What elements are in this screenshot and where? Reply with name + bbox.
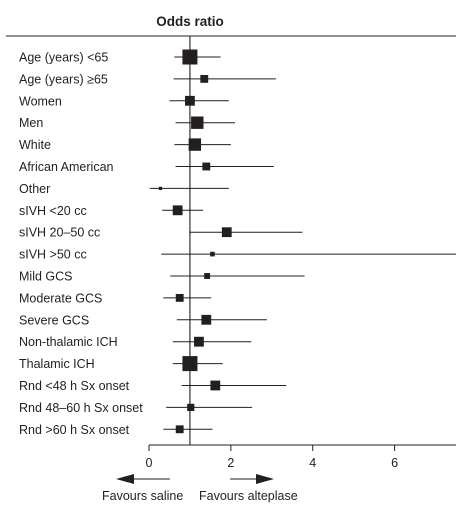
subgroup-row: African American — [19, 160, 274, 174]
point-estimate — [200, 74, 209, 83]
subgroup-row: Rnd 48–60 h Sx onset — [19, 401, 253, 415]
point-estimate — [210, 380, 221, 391]
point-estimate — [210, 251, 215, 257]
point-estimate — [158, 186, 163, 191]
subgroup-label: White — [19, 138, 51, 152]
subgroup-label: Severe GCS — [19, 313, 89, 327]
chart-title: Odds ratio — [156, 14, 224, 29]
point-estimate — [202, 162, 211, 171]
point-estimate — [172, 205, 183, 216]
favours-saline-label: Favours saline — [102, 489, 183, 503]
subgroup-label: Rnd 48–60 h Sx onset — [19, 401, 143, 415]
point-estimate — [191, 116, 204, 129]
subgroup-label: Mild GCS — [19, 270, 72, 284]
subgroup-label: Age (years) ≥65 — [19, 72, 108, 86]
subgroup-row: Rnd <48 h Sx onset — [19, 379, 287, 393]
point-estimate — [194, 336, 204, 347]
favours-right-arrowhead — [256, 474, 274, 484]
subgroup-row: Rnd >60 h Sx onset — [19, 423, 213, 437]
subgroup-row: Moderate GCS — [19, 291, 212, 305]
subgroup-row: Severe GCS — [19, 313, 267, 327]
point-estimate — [204, 273, 211, 279]
subgroup-row: Mild GCS — [19, 270, 305, 284]
subgroup-row: Thalamic ICH — [19, 356, 223, 372]
subgroup-label: Other — [19, 182, 50, 196]
subgroup-label: sIVH <20 cc — [19, 204, 87, 218]
point-estimate — [201, 314, 212, 325]
x-tick-label: 6 — [391, 456, 398, 470]
point-estimate — [175, 425, 184, 434]
point-estimate — [175, 293, 184, 302]
subgroup-row: sIVH 20–50 cc — [19, 226, 303, 240]
point-estimate — [187, 403, 195, 411]
point-estimate — [221, 227, 232, 238]
subgroup-row: Women — [19, 94, 229, 108]
subgroup-label: African American — [19, 160, 114, 174]
subgroup-label: Women — [19, 94, 62, 108]
subgroup-row: Men — [19, 116, 235, 130]
subgroup-label: Rnd <48 h Sx onset — [19, 379, 130, 393]
subgroup-label: Rnd >60 h Sx onset — [19, 423, 130, 437]
subgroup-label: Non-thalamic ICH — [19, 335, 118, 349]
subgroup-label: Age (years) <65 — [19, 51, 108, 65]
point-estimate — [188, 138, 202, 151]
subgroup-label: Men — [19, 116, 43, 130]
subgroup-row: Other — [19, 182, 229, 196]
favours-left-arrowhead — [116, 474, 134, 484]
subgroup-row: sIVH >50 cc — [19, 248, 456, 262]
subgroup-row: sIVH <20 cc — [19, 204, 204, 218]
subgroup-row: Age (years) ≥65 — [19, 72, 276, 86]
x-axis-ticks: 0 2 4 6 — [146, 445, 398, 470]
x-tick-label: 2 — [227, 456, 234, 470]
subgroup-row: Non-thalamic ICH — [19, 335, 252, 349]
subgroup-rows: Age (years) <65 Age (years) ≥65 Women Men Wh… — [19, 49, 456, 437]
subgroup-label: sIVH >50 cc — [19, 248, 87, 262]
subgroup-label: sIVH 20–50 cc — [19, 226, 100, 240]
subgroup-label: Thalamic ICH — [19, 357, 95, 371]
favours-alteplase-label: Favours alteplase — [199, 489, 298, 503]
subgroup-row: White — [19, 138, 231, 152]
x-tick-label: 4 — [309, 456, 316, 470]
x-tick-label: 0 — [146, 456, 153, 470]
subgroup-label: Moderate GCS — [19, 291, 102, 305]
